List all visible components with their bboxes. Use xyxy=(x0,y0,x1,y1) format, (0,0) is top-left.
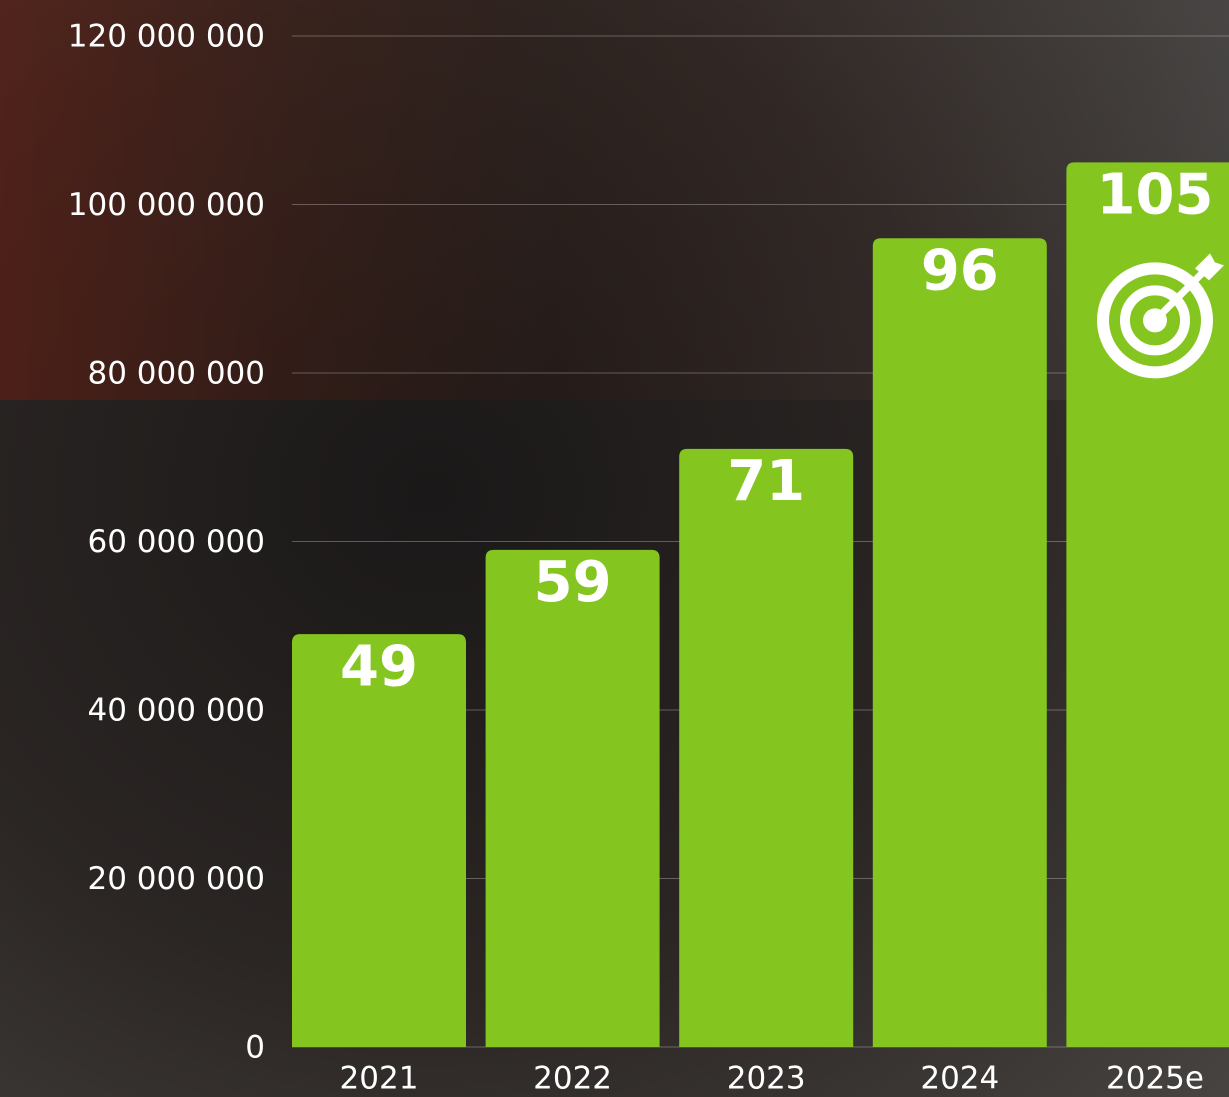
y-tick-label: 100 000 000 xyxy=(68,187,265,223)
bar xyxy=(679,449,853,1047)
y-tick-label: 20 000 000 xyxy=(88,861,266,897)
x-tick-label: 2021 xyxy=(340,1061,419,1097)
y-tick-label: 0 xyxy=(245,1030,265,1066)
chart: 0 20 000 000 40 000 000 60 000 000 80 000 00… xyxy=(0,0,1229,1097)
value-label: 71 xyxy=(727,449,805,514)
value-label: 59 xyxy=(534,550,612,615)
x-tick-label: 2022 xyxy=(533,1061,612,1097)
value-label: 49 xyxy=(340,634,418,699)
page: 0 20 000 000 40 000 000 60 000 000 80 000 00… xyxy=(0,0,1229,1097)
bar xyxy=(486,550,660,1047)
y-tick-label: 40 000 000 xyxy=(88,693,266,729)
bar xyxy=(873,238,1047,1047)
y-tick-label: 60 000 000 xyxy=(88,524,266,560)
value-label: 105 xyxy=(1097,163,1214,228)
y-tick-label: 120 000 000 xyxy=(68,19,265,55)
y-tick-label: 80 000 000 xyxy=(88,356,266,392)
x-tick-label: 2024 xyxy=(920,1061,999,1097)
x-tick-label: 2023 xyxy=(727,1061,806,1097)
value-label: 96 xyxy=(921,238,999,303)
x-tick-label: 2025e xyxy=(1106,1061,1204,1097)
